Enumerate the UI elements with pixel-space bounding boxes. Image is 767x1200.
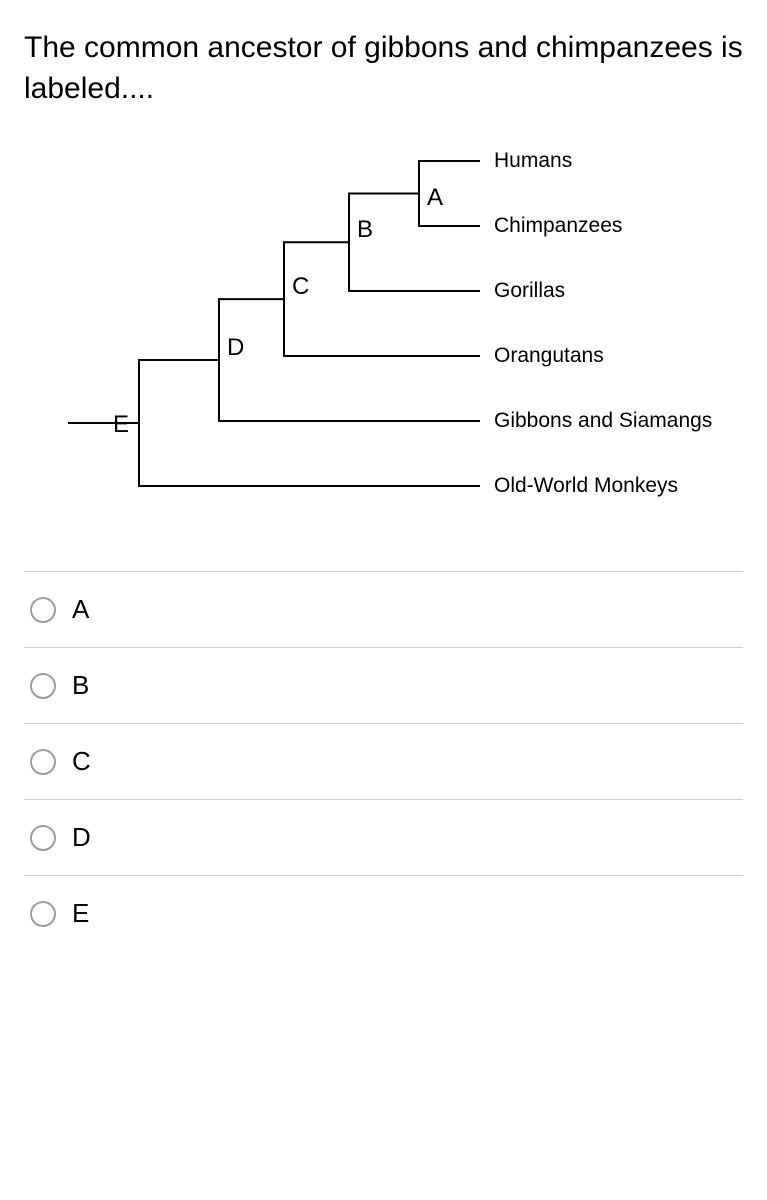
tip-label-orangutans: Orangutans [494,344,604,368]
option-label: A [72,594,89,625]
node-label-b: B [357,216,373,244]
option-label: C [72,746,91,777]
radio-icon[interactable] [30,673,56,699]
tip-label-humans: Humans [494,149,572,173]
option-a[interactable]: A [24,572,743,648]
node-label-c: C [292,273,309,301]
radio-icon[interactable] [30,749,56,775]
tip-label-owm: Old-World Monkeys [494,474,678,498]
option-d[interactable]: D [24,800,743,876]
tip-label-gorillas: Gorillas [494,279,565,303]
node-label-a: A [427,184,443,212]
cladogram-svg [24,131,744,531]
radio-icon[interactable] [30,597,56,623]
radio-icon[interactable] [30,901,56,927]
option-label: B [72,670,89,701]
tip-label-gibbons: Gibbons and Siamangs [494,409,712,433]
node-label-d: D [227,334,244,362]
cladogram: Humans Chimpanzees Gorillas Orangutans Gibbo… [24,131,744,561]
question-text: The common ancestor of gibbons and chimp… [24,28,743,109]
tip-label-chimps: Chimpanzees [494,214,622,238]
node-label-e: E [113,411,129,439]
option-label: D [72,822,91,853]
answer-options: A B C D E [24,571,743,951]
radio-icon[interactable] [30,825,56,851]
option-e[interactable]: E [24,876,743,951]
option-b[interactable]: B [24,648,743,724]
quiz-page: The common ancestor of gibbons and chimp… [0,0,767,991]
option-c[interactable]: C [24,724,743,800]
option-label: E [72,898,89,929]
